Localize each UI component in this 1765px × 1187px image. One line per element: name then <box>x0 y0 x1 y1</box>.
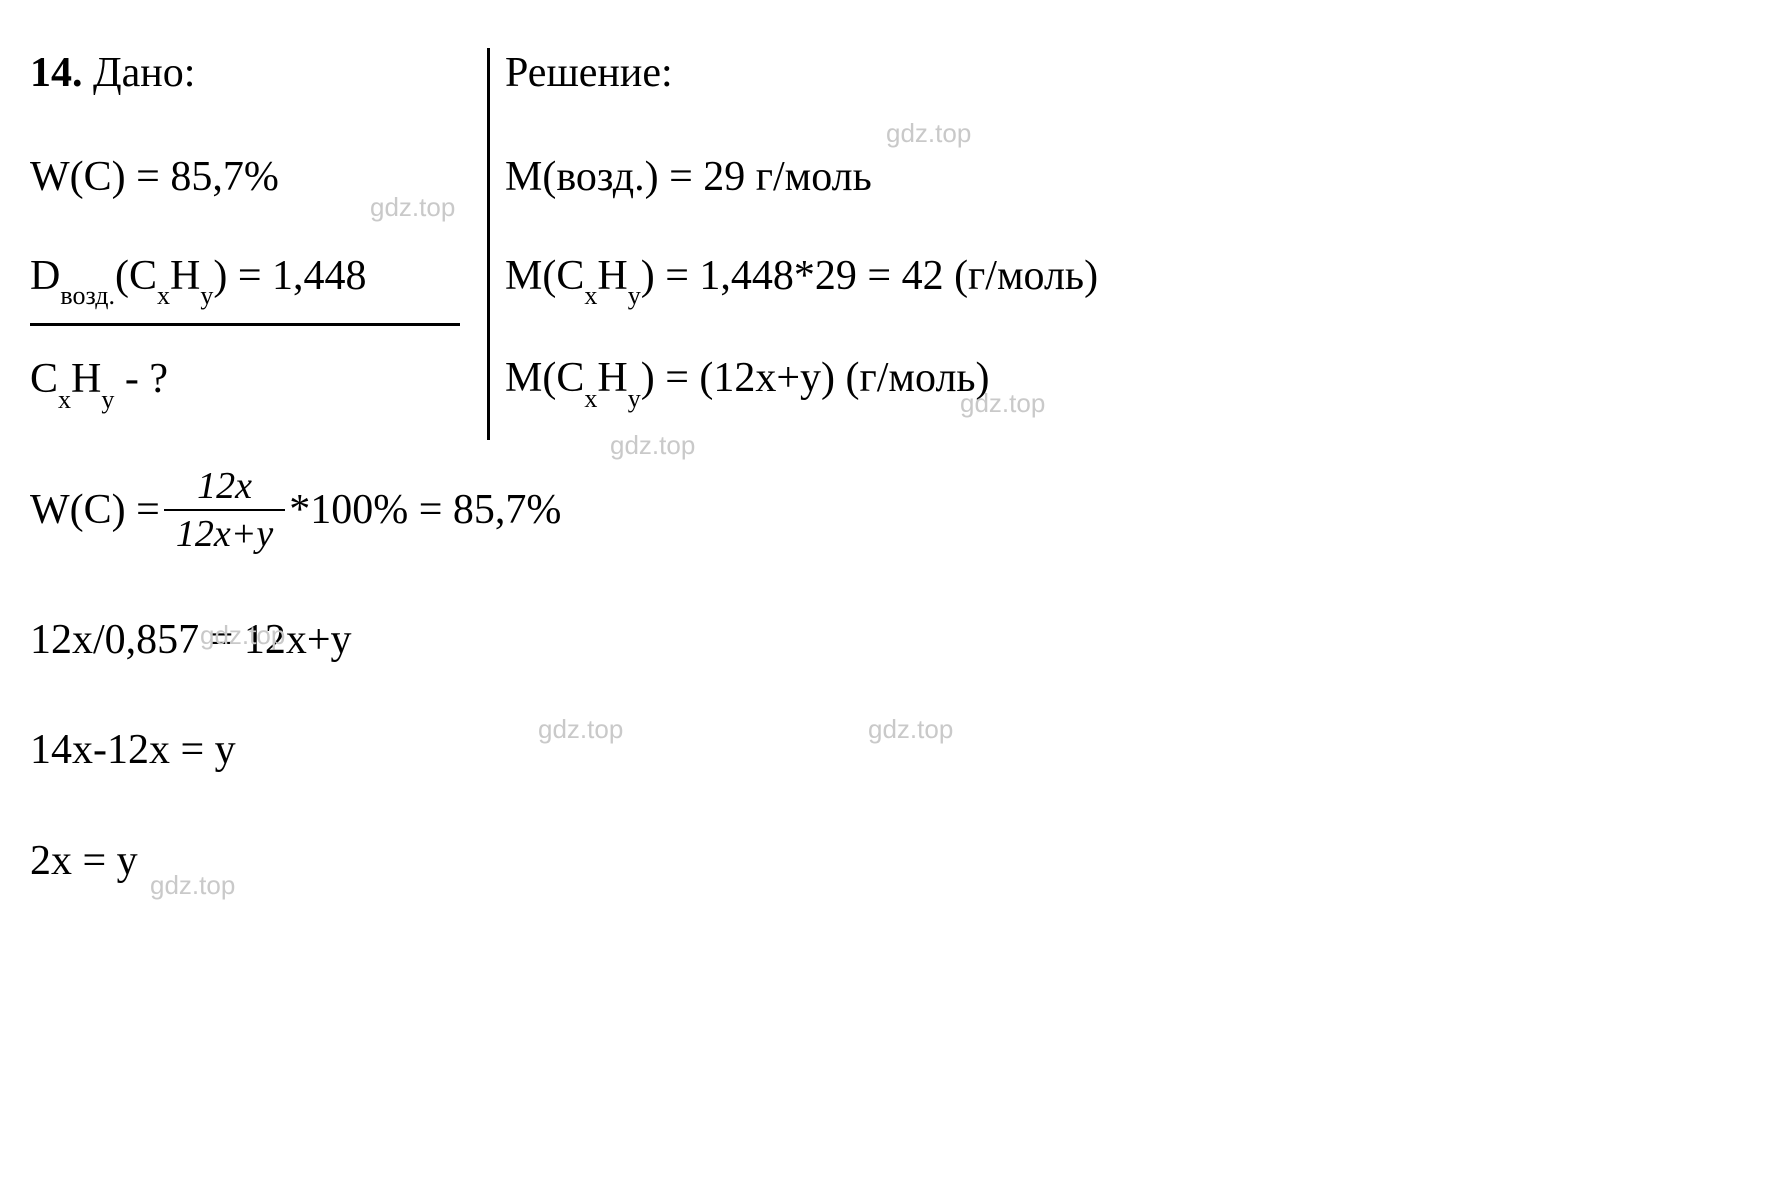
solution-label: Решение: <box>505 50 673 96</box>
fraction-denominator: 12x+y <box>164 509 285 555</box>
eq1-lhs: W(C) = <box>30 485 160 535</box>
given-column: 14. Дано: W(C) = 85,7% Dвозд.(CxHy) = 1,… <box>30 48 487 457</box>
density-symbol: D <box>30 253 60 299</box>
density-sub-y: y <box>200 281 213 310</box>
given-underline <box>30 323 460 326</box>
density-sub-air: возд. <box>60 281 115 310</box>
sol-l3-pre: M(C <box>505 355 584 401</box>
eq1-rhs: *100% = 85,7% <box>289 485 561 535</box>
sol-l3-mid: H <box>597 355 627 401</box>
density-sub-x: x <box>157 281 170 310</box>
frac-den-text: 12x+y <box>176 513 273 555</box>
eq4-text: 2x = y <box>30 838 138 884</box>
sol-l3-suby: y <box>628 384 641 413</box>
fraction-numerator: 12x <box>185 465 264 509</box>
eq3-text: 14x-12x = y <box>30 727 236 773</box>
density-h: H <box>170 253 200 299</box>
sol-l2-pre: M(C <box>505 253 584 299</box>
given-label: Дано: <box>83 50 196 96</box>
unknown-sub-x: x <box>58 385 71 414</box>
unknown-c: C <box>30 356 58 402</box>
sol-l2-subx: x <box>584 281 597 310</box>
vertical-divider <box>487 48 490 440</box>
fraction: 12x 12x+y <box>164 465 285 555</box>
given-line-1: W(C) = 85,7% <box>30 152 467 202</box>
eq2-text: 12x/0,857 = 12x+y <box>30 617 352 663</box>
sol-l2-post: ) = 1,448*29 = 42 (г/моль) <box>641 253 1098 299</box>
solution-line-3: M(CxHy) = (12x+y) (г/моль) <box>505 353 1735 408</box>
given-line-2: Dвозд.(CxHy) = 1,448 <box>30 251 467 306</box>
solution-column: Решение: М(возд.) = 29 г/моль M(CxHy) = … <box>487 48 1735 457</box>
unknown-h: H <box>71 356 101 402</box>
unknown-sub-y: y <box>101 385 114 414</box>
mass-fraction-carbon: W(C) = 85,7% <box>30 154 279 200</box>
equation-2: 12x/0,857 = 12x+y <box>30 615 1735 665</box>
density-open: (C <box>115 253 157 299</box>
solution-line-2: M(CxHy) = 1,448*29 = 42 (г/моль) <box>505 251 1735 306</box>
equation-3: 14x-12x = y <box>30 725 1735 775</box>
bottom-section: W(C) = 12x 12x+y *100% = 85,7% 12x/0,857… <box>30 465 1735 886</box>
problem-number: 14. <box>30 50 83 96</box>
sol-l2-mid: H <box>597 253 627 299</box>
molar-mass-air: М(возд.) = 29 г/моль <box>505 154 872 200</box>
sol-l3-post: ) = (12x+y) (г/моль) <box>641 355 990 401</box>
sol-l2-suby: y <box>628 281 641 310</box>
frac-num-text: 12x <box>197 465 252 507</box>
equation-1: W(C) = 12x 12x+y *100% = 85,7% <box>30 465 1735 555</box>
solution-line-1: М(возд.) = 29 г/моль <box>505 152 1735 202</box>
given-header-row: 14. Дано: <box>30 48 467 98</box>
equation-4: 2x = y <box>30 836 1735 886</box>
sol-l3-subx: x <box>584 384 597 413</box>
unknown-q: - ? <box>114 356 168 402</box>
given-line-3: CxHy - ? <box>30 354 467 409</box>
density-value: ) = 1,448 <box>213 253 366 299</box>
solution-header-row: Решение: <box>505 48 1735 98</box>
